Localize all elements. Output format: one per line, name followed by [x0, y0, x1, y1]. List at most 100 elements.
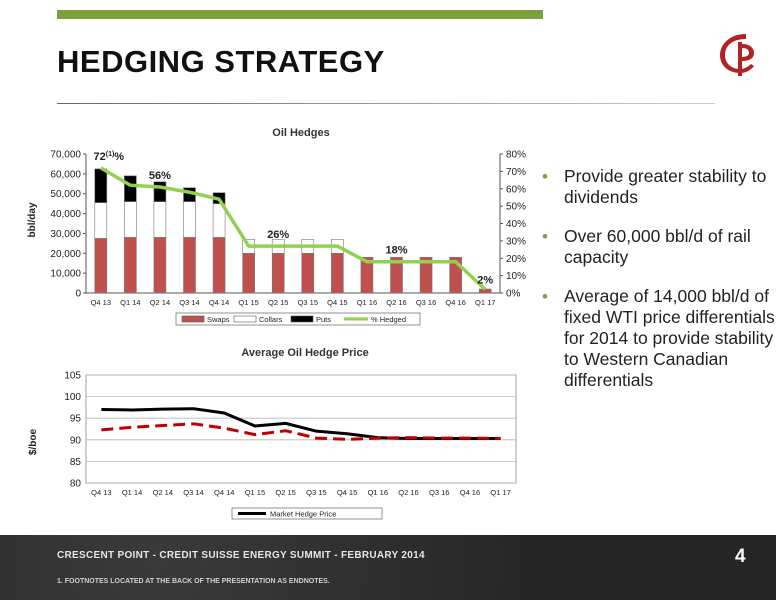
legend-label: Collars — [259, 315, 283, 324]
y-tick-label: 30,000 — [50, 229, 81, 240]
bar-swaps — [301, 252, 315, 294]
bullet-text: Average of 14,000 bbl/d of fixed WTI pri… — [564, 286, 775, 390]
legend-label: Swaps — [207, 315, 230, 324]
oil-hedges-chart: Oil Hedges bbl/day 70,000 60,000 50,000 40,… — [27, 127, 526, 326]
y2-tick-label: 0% — [506, 289, 521, 300]
x-tick-label: Q3 15 — [306, 488, 326, 497]
x-tick-label: Q4 13 — [91, 298, 111, 307]
legend-label: % Hedged — [371, 315, 406, 324]
y-tick-label: 95 — [70, 414, 82, 425]
y-tick-label: 10,000 — [50, 269, 81, 280]
y-tick-label: 70,000 — [50, 150, 81, 161]
line-percent-hedged — [99, 166, 487, 291]
bar-swaps — [124, 237, 137, 294]
x-tick-label: Q1 15 — [238, 298, 258, 307]
legend-label: Market Hedge Price — [270, 510, 336, 519]
x-tick-label: Q3 16 — [429, 488, 449, 497]
y2-tick-label: 10% — [506, 271, 526, 282]
y2-tick-label: 40% — [506, 219, 526, 230]
bar-swaps — [153, 237, 167, 294]
x-tick-label: Q1 14 — [122, 488, 142, 497]
bar-puts — [94, 168, 108, 203]
bar-swaps — [478, 288, 492, 294]
legend-swatch — [233, 315, 257, 323]
x-tick-label: Q3 14 — [183, 488, 203, 497]
y-tick-label: 85 — [70, 457, 82, 468]
y2-tick-label: 60% — [506, 184, 526, 195]
x-tick-label: Q4 16 — [445, 298, 465, 307]
bar-collars — [124, 201, 137, 238]
x-tick-label: Q3 14 — [179, 298, 199, 307]
bullet-text: Over 60,000 bbl/d of rail capacity — [564, 226, 751, 267]
y-tick-label: 20,000 — [50, 249, 81, 260]
y-tick-label: 105 — [64, 371, 81, 382]
title-rule — [57, 103, 715, 104]
x-tick-label: Q1 16 — [368, 488, 388, 497]
bullet-item: • Over 60,000 bbl/d of rail capacity — [540, 226, 776, 268]
bar-swaps — [94, 238, 108, 294]
y-axis-label: bbl/day — [27, 202, 38, 237]
y2-tick-label: 70% — [506, 167, 526, 178]
bullet-text: Provide greater stability to dividends — [564, 166, 767, 207]
bar-swaps — [419, 256, 433, 294]
plot-area — [85, 374, 517, 484]
x-tick-label: Q4 15 — [337, 488, 357, 497]
data-label: 56% — [149, 170, 171, 182]
x-tick-label: Q1 16 — [357, 298, 377, 307]
data-label: 72(1)% — [93, 151, 124, 163]
x-tick-label: Q1 14 — [120, 298, 140, 307]
x-tick-label: Q4 14 — [209, 298, 229, 307]
data-label: 26% — [267, 229, 289, 241]
x-tick-label: Q2 16 — [386, 298, 406, 307]
legend-swatch — [290, 315, 314, 323]
x-tick-label: Q2 14 — [153, 488, 173, 497]
line-hedge-price-dashed — [101, 422, 501, 441]
chart-title: Oil Hedges — [272, 127, 329, 139]
x-tick-label: Q1 17 — [490, 488, 510, 497]
page-number: 4 — [735, 546, 746, 567]
y-tick-label: 80 — [70, 479, 82, 490]
bullet-icon: • — [542, 287, 548, 306]
crescent-point-logo-icon — [720, 34, 754, 76]
bar-swaps — [242, 252, 255, 294]
bar-collars — [153, 201, 167, 238]
footer-text: CRESCENT POINT - CREDIT SUISSE ENERGY SU… — [57, 550, 425, 561]
data-label: 2% — [477, 275, 493, 287]
accent-bar — [57, 10, 543, 19]
y-tick-label: 90 — [70, 435, 82, 446]
bullet-list: • Provide greater stability to dividends … — [540, 166, 776, 409]
footnote: 1. FOOTNOTES LOCATED AT THE BACK OF THE … — [57, 578, 330, 585]
x-tick-label: Q4 14 — [214, 488, 234, 497]
x-tick-label: Q1 15 — [245, 488, 265, 497]
bar-puts — [153, 181, 167, 202]
y2-tick-label: 80% — [506, 150, 526, 161]
y-tick-label: 0 — [75, 289, 81, 300]
y2-tick-label: 50% — [506, 202, 526, 213]
footer-band — [0, 535, 776, 600]
x-tick-label: Q2 15 — [275, 488, 295, 497]
y-axis-label: $/boe — [28, 429, 39, 456]
x-tick-label: Q2 16 — [398, 488, 418, 497]
chart-title: Average Oil Hedge Price — [241, 347, 368, 359]
y2-tick-label: 20% — [506, 254, 526, 265]
y-tick-label: 40,000 — [50, 209, 81, 220]
data-label: 18% — [385, 245, 407, 257]
legend-swatch — [181, 315, 205, 323]
x-tick-label: Q3 16 — [416, 298, 436, 307]
page-title: HEDGING STRATEGY — [57, 44, 385, 79]
y2-tick-label: 30% — [506, 236, 526, 247]
x-tick-label: Q4 16 — [460, 488, 480, 497]
bar-swaps — [212, 237, 226, 294]
x-tick-label: Q2 14 — [150, 298, 170, 307]
x-tick-label: Q3 15 — [298, 298, 318, 307]
y-tick-label: 100 — [64, 392, 81, 403]
x-tick-label: Q2 15 — [268, 298, 288, 307]
bar-collars — [183, 201, 196, 238]
y-tick-label: 50,000 — [50, 189, 81, 200]
x-tick-label: Q4 15 — [327, 298, 347, 307]
legend-label: Puts — [316, 315, 331, 324]
bullet-icon: • — [542, 167, 548, 186]
bar-puts — [124, 175, 137, 202]
bar-swaps — [390, 256, 403, 294]
x-tick-label: Q1 17 — [475, 298, 495, 307]
